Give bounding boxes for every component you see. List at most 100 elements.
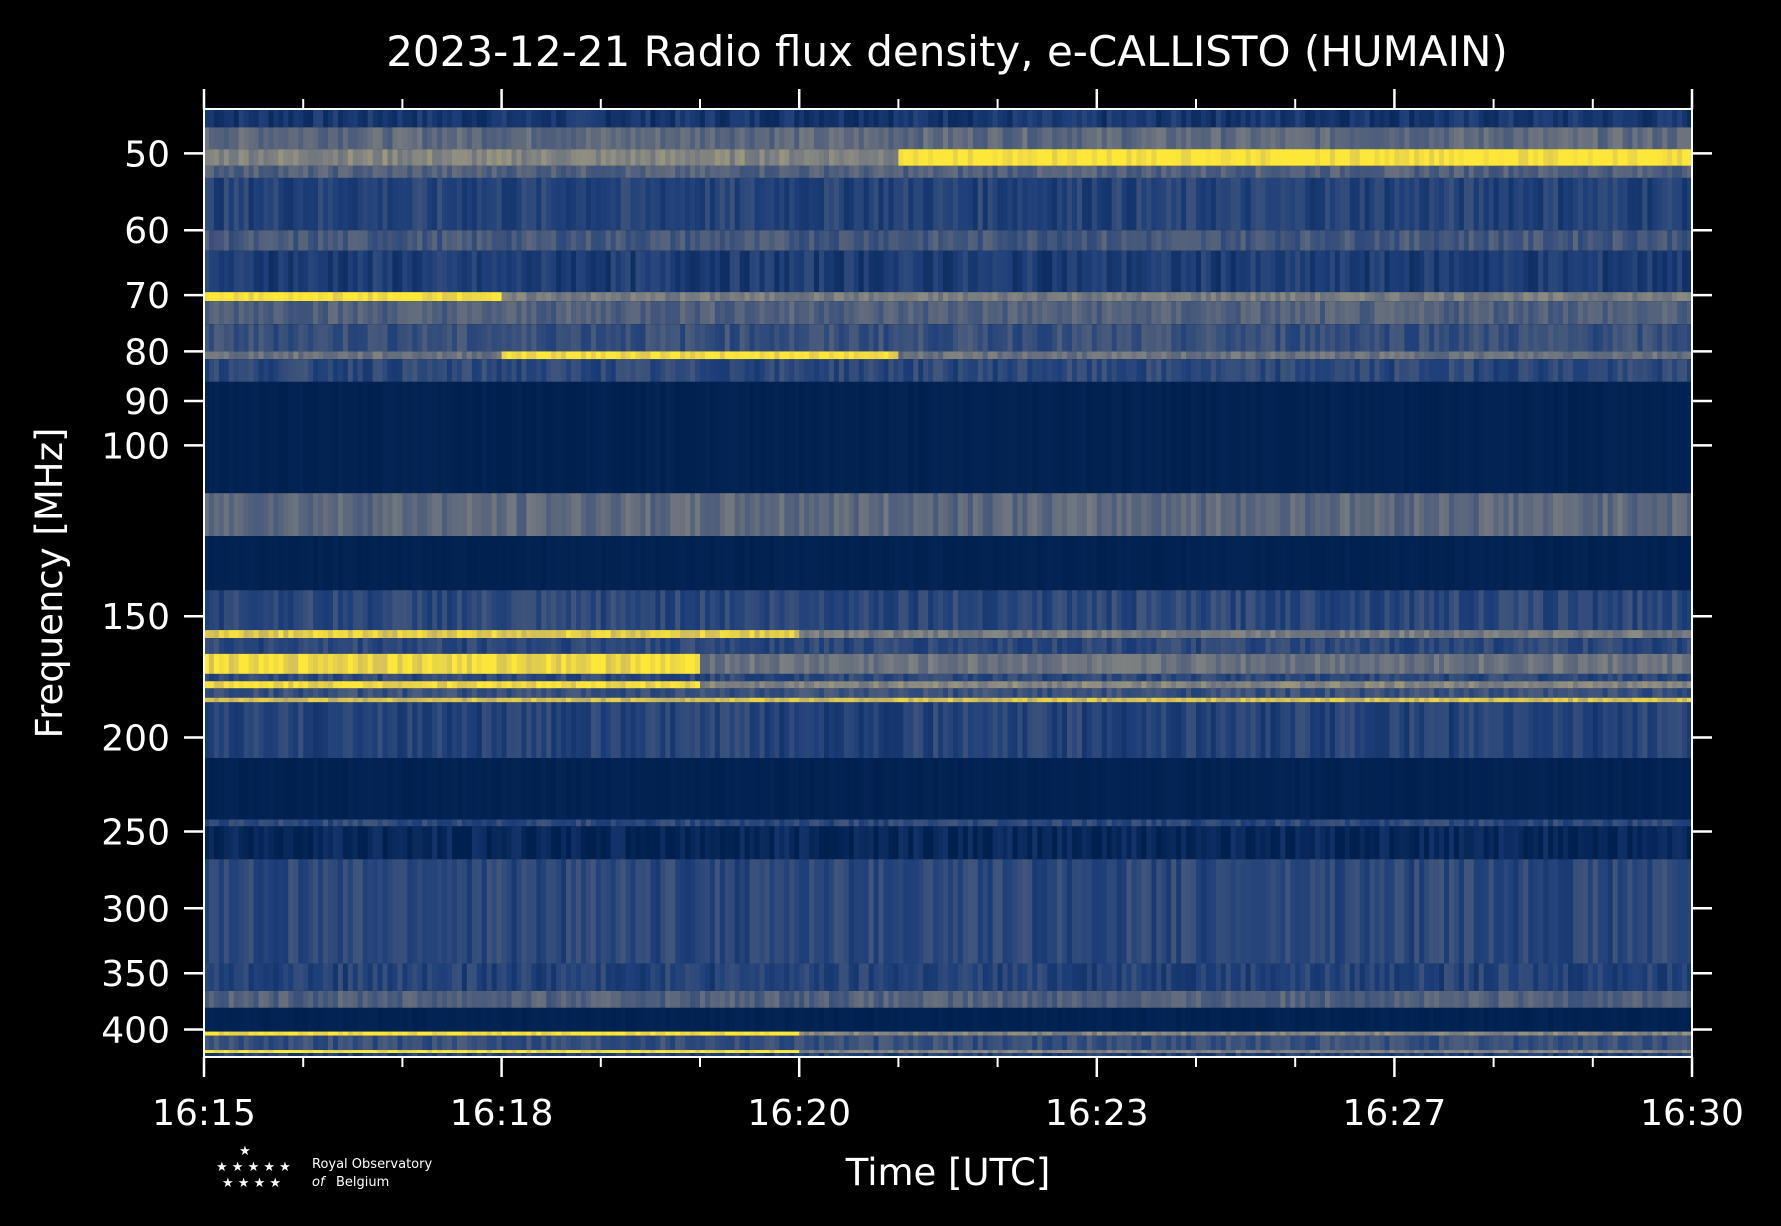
heatmap-cell <box>943 127 949 150</box>
heatmap-cell <box>1439 324 1445 352</box>
heatmap-cell <box>580 250 587 293</box>
heatmap-cell <box>858 381 865 494</box>
heatmap-cell <box>863 127 870 150</box>
heatmap-cell <box>843 230 850 251</box>
heatmap-cell <box>397 127 403 150</box>
heatmap-cell <box>868 230 875 251</box>
heatmap-cell <box>1533 301 1539 325</box>
heatmap-cell <box>1612 292 1619 302</box>
heatmap-cell <box>546 292 552 302</box>
heatmap-cell <box>962 149 969 166</box>
heatmap-cell <box>228 359 235 382</box>
heatmap-cell <box>670 351 676 360</box>
heatmap-cell <box>1617 250 1624 293</box>
heatmap-cell <box>1305 230 1311 251</box>
heatmap-cell <box>561 177 567 231</box>
heatmap-cell <box>1106 292 1113 302</box>
heatmap-cell <box>1473 149 1480 166</box>
heatmap-cell <box>1354 351 1361 360</box>
heatmap-cell <box>1285 351 1291 360</box>
heatmap-cell <box>729 630 736 639</box>
heatmap-cell <box>843 351 850 360</box>
heatmap-cell <box>397 109 403 128</box>
heatmap-cell <box>1399 127 1405 150</box>
heatmap-cell <box>600 165 607 178</box>
heatmap-cell <box>1384 301 1391 325</box>
heatmap-cell <box>1419 127 1425 150</box>
heatmap-cell <box>357 230 364 251</box>
heatmap-cell <box>1572 493 1579 537</box>
heatmap-cell <box>397 230 403 251</box>
heatmap-cell <box>1483 127 1490 150</box>
heatmap-cell <box>536 381 542 494</box>
heatmap-cell <box>1111 359 1118 382</box>
heatmap-cell <box>863 536 870 591</box>
heatmap-cell <box>1171 177 1177 231</box>
heatmap-cell <box>546 250 552 293</box>
heatmap-cell <box>546 301 552 325</box>
heatmap-cell <box>1131 127 1138 150</box>
heatmap-cell <box>308 292 314 302</box>
heatmap-cell <box>1647 230 1653 251</box>
heatmap-cell <box>1399 149 1405 166</box>
heatmap-cell <box>1151 590 1157 631</box>
heatmap-cell <box>1275 292 1281 302</box>
heatmap-cell <box>1434 351 1440 360</box>
heatmap-cell <box>809 230 815 251</box>
heatmap-cell <box>1037 590 1043 631</box>
heatmap-cell <box>1171 127 1177 150</box>
heatmap-cell <box>1225 359 1232 382</box>
heatmap-cell <box>774 493 780 537</box>
heatmap-cell <box>566 359 572 382</box>
heatmap-cell <box>511 536 518 591</box>
heatmap-cell <box>526 292 532 302</box>
heatmap-cell <box>253 230 260 251</box>
heatmap-cell <box>1597 250 1604 293</box>
heatmap-cell <box>1305 493 1311 537</box>
heatmap-cell <box>541 149 547 166</box>
heatmap-cell <box>625 165 632 178</box>
heatmap-cell <box>1235 301 1242 325</box>
heatmap-cell <box>213 230 220 251</box>
heatmap-cell <box>1612 590 1619 631</box>
heatmap-cell <box>1419 230 1425 251</box>
heatmap-cell <box>1072 109 1078 128</box>
heatmap-cell <box>288 536 294 591</box>
heatmap-cell <box>645 177 651 231</box>
heatmap-cell <box>407 630 413 639</box>
heatmap-cell <box>1012 324 1019 352</box>
heatmap-cell <box>1121 359 1128 382</box>
heatmap-cell <box>1037 109 1043 128</box>
heatmap-cell <box>1374 359 1381 382</box>
heatmap-cell <box>1136 301 1143 325</box>
heatmap-cell <box>491 536 498 591</box>
heatmap-cell <box>734 250 741 293</box>
heatmap-cell <box>1627 250 1634 293</box>
heatmap-cell <box>838 536 845 591</box>
heatmap-cell <box>402 127 408 150</box>
heatmap-band <box>204 149 1693 166</box>
heatmap-cell <box>709 630 716 639</box>
heatmap-cell <box>1364 301 1371 325</box>
heatmap-cell <box>516 292 523 302</box>
heatmap-cell <box>204 590 210 631</box>
heatmap-cell <box>585 351 592 360</box>
heatmap-cell <box>809 324 815 352</box>
heatmap-cell <box>695 381 701 494</box>
heatmap-cell <box>1439 127 1445 150</box>
heatmap-cell <box>814 381 820 494</box>
heatmap-cell <box>308 149 314 166</box>
heatmap-cell <box>506 109 513 128</box>
heatmap-cell <box>789 149 795 166</box>
heatmap-cell <box>1627 301 1634 325</box>
heatmap-cell <box>491 230 498 251</box>
heatmap-cell <box>283 381 289 494</box>
heatmap-cell <box>704 177 711 231</box>
heatmap-cell <box>680 351 686 360</box>
heatmap-cell <box>1414 324 1420 352</box>
heatmap-cell <box>1364 536 1371 591</box>
heatmap-cell <box>476 359 483 382</box>
heatmap-cell <box>367 630 374 639</box>
heatmap-cell <box>1548 359 1554 382</box>
heatmap-cell <box>1548 177 1554 231</box>
